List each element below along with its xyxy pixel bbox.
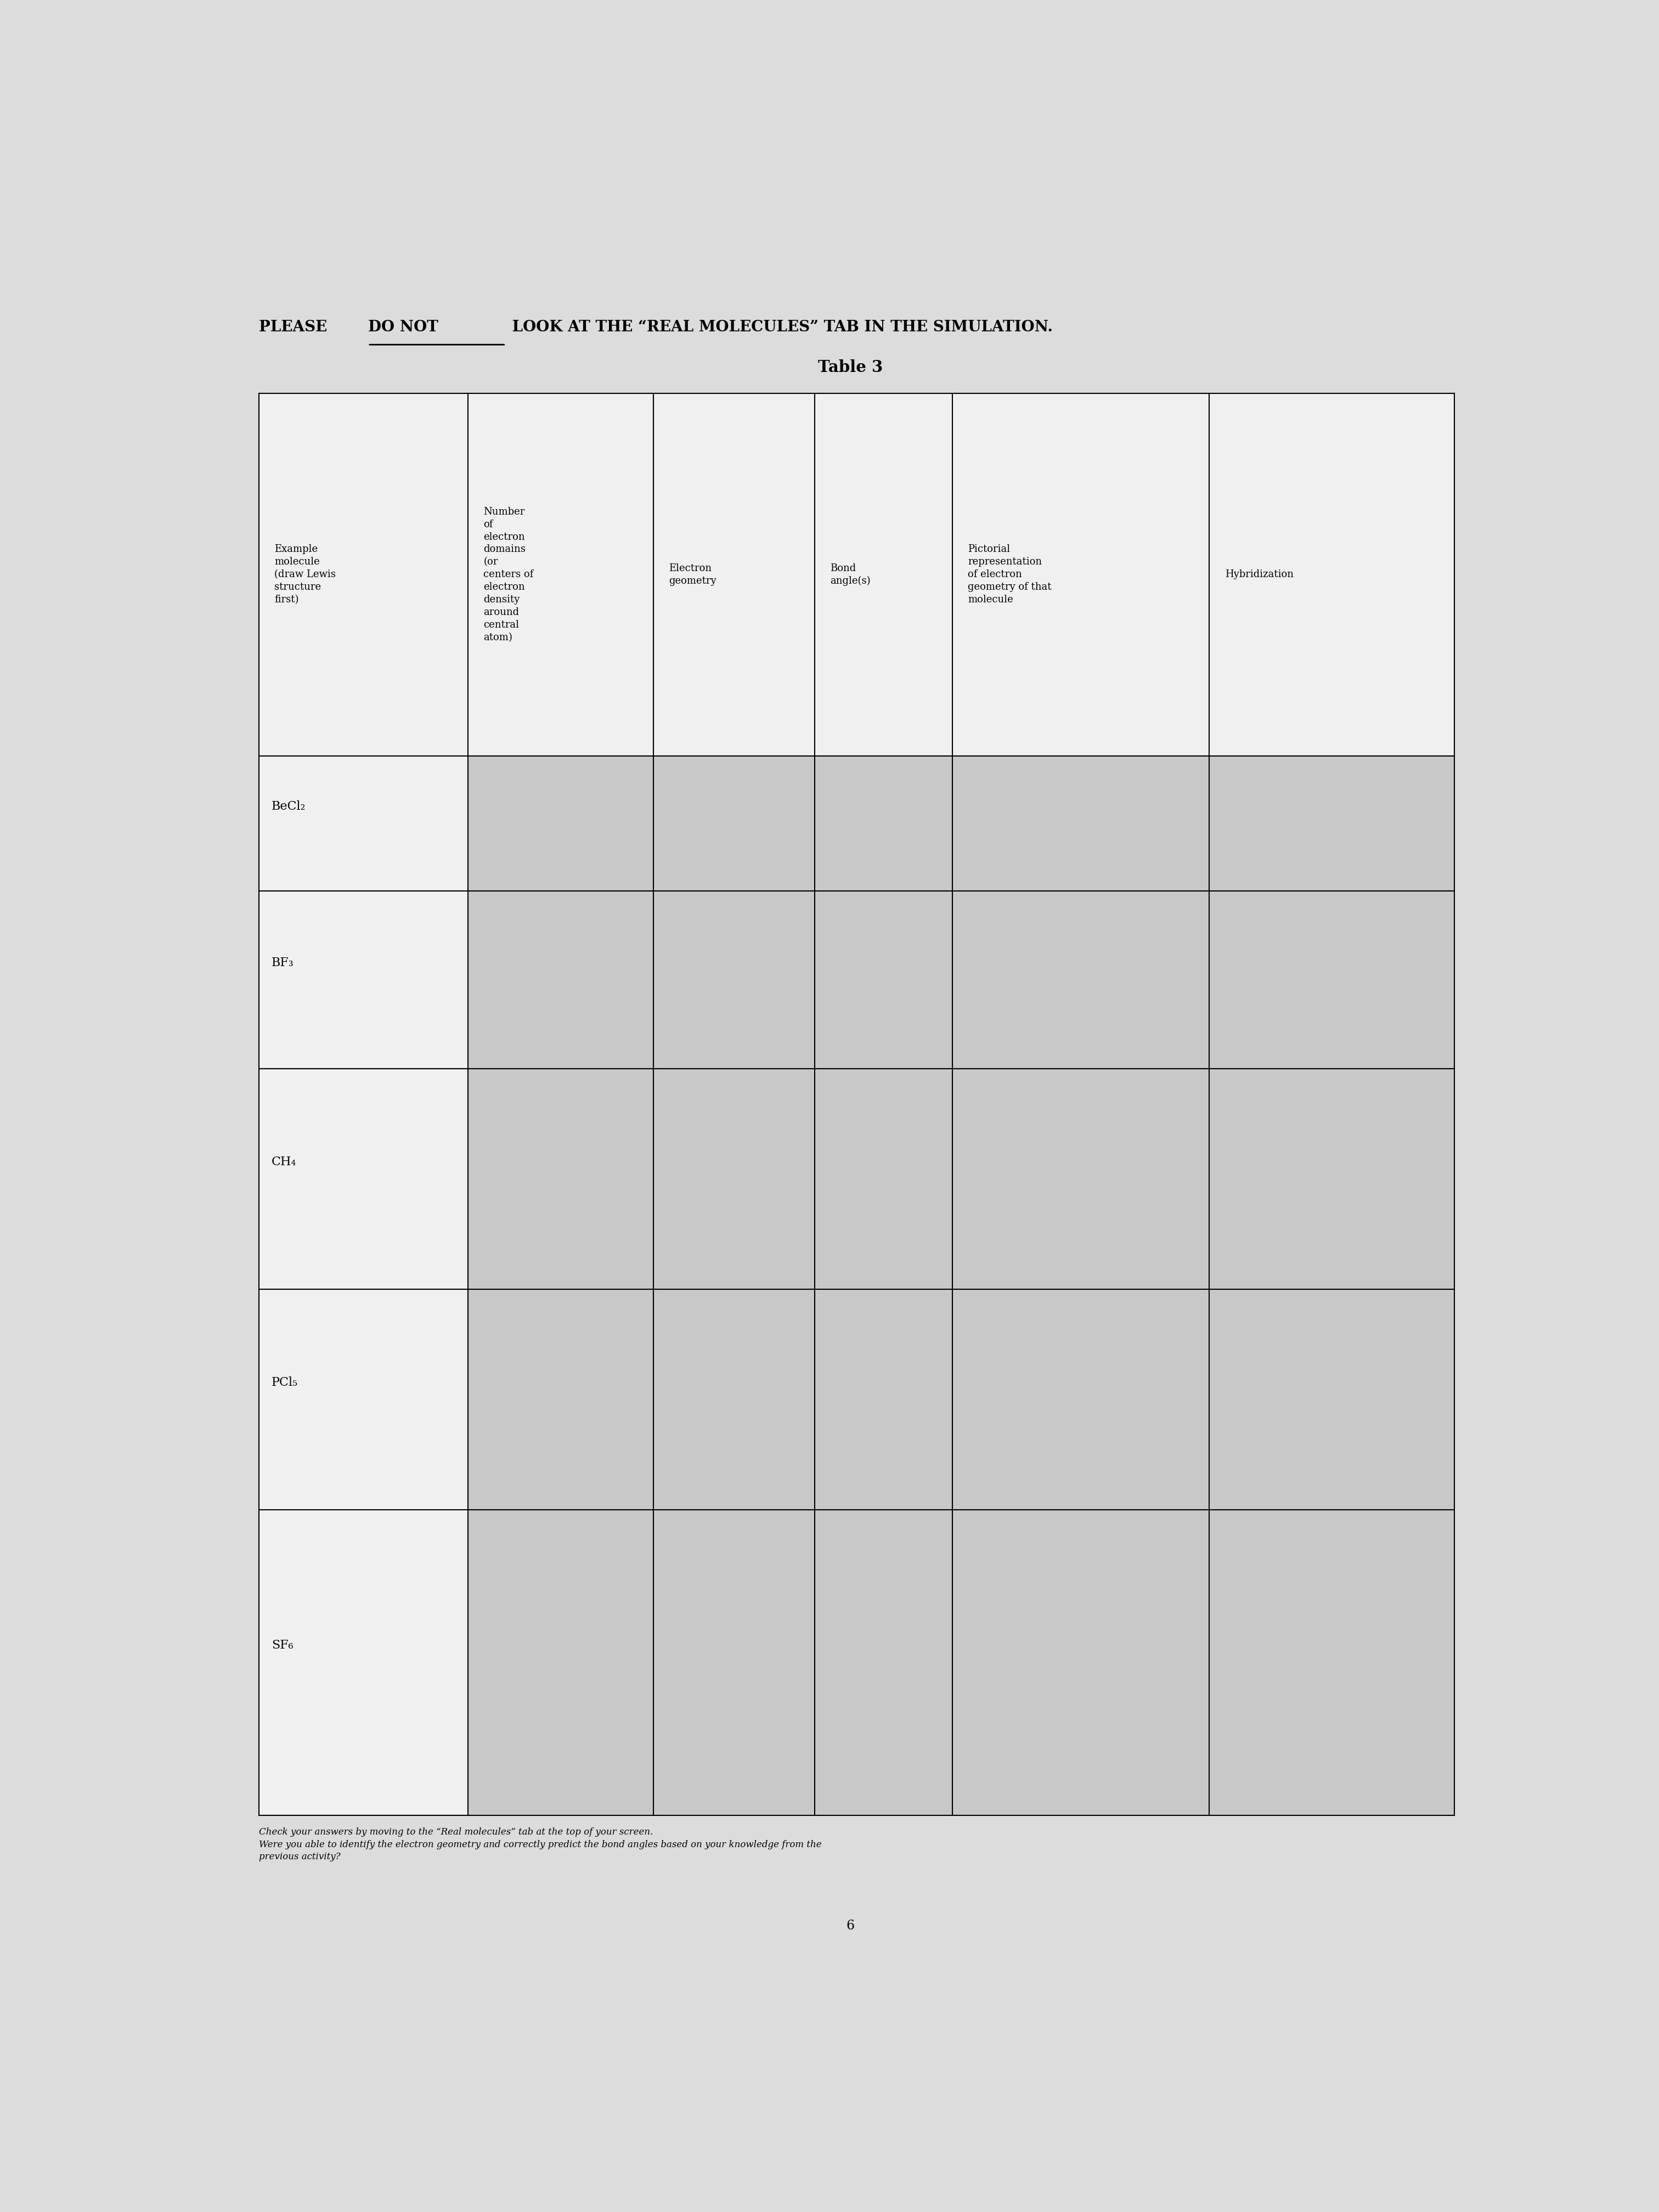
Text: PLEASE: PLEASE [259, 321, 332, 334]
Bar [1209, 1068, 1455, 1290]
Bar [259, 1068, 468, 1290]
Text: BF₃: BF₃ [272, 958, 294, 969]
Text: Electron
geometry: Electron geometry [669, 564, 717, 586]
Bar [815, 394, 952, 757]
Bar [259, 891, 468, 1068]
Bar [1209, 891, 1455, 1068]
Bar [259, 1290, 468, 1509]
Text: Pictorial
representation
of electron
geometry of that
molecule: Pictorial representation of electron geo… [967, 544, 1052, 604]
Bar [952, 1068, 1209, 1290]
Bar [654, 1509, 815, 1816]
Text: Check your answers by moving to the “Real molecules” tab at the top of your scre: Check your answers by moving to the “Rea… [259, 1827, 821, 1863]
Bar [815, 1290, 952, 1509]
Text: CH₄: CH₄ [272, 1157, 297, 1168]
Bar [468, 1068, 654, 1290]
Bar [815, 1068, 952, 1290]
Bar [654, 1068, 815, 1290]
Bar [468, 891, 654, 1068]
Bar [259, 1509, 468, 1816]
Text: SF₆: SF₆ [272, 1639, 294, 1652]
Text: PCl₅: PCl₅ [272, 1376, 299, 1389]
Bar [815, 757, 952, 891]
Text: Bond
angle(s): Bond angle(s) [830, 564, 871, 586]
Text: BeCl₂: BeCl₂ [272, 801, 305, 812]
Text: 6: 6 [846, 1920, 854, 1933]
Bar [654, 757, 815, 891]
Text: Example
molecule
(draw Lewis
structure
first): Example molecule (draw Lewis structure f… [274, 544, 335, 604]
Bar [815, 891, 952, 1068]
Bar [654, 891, 815, 1068]
Bar [654, 394, 815, 757]
Bar [952, 1290, 1209, 1509]
Bar [468, 757, 654, 891]
Bar [1209, 757, 1455, 891]
Text: Number
of
electron
domains
(or
centers of
electron
density
around
central
atom): Number of electron domains (or centers o… [483, 507, 534, 641]
Bar [1209, 394, 1455, 757]
Bar [259, 757, 468, 891]
Bar [259, 394, 468, 757]
Bar [952, 394, 1209, 757]
Text: Hybridization: Hybridization [1224, 568, 1294, 580]
Bar [952, 891, 1209, 1068]
Text: LOOK AT THE “REAL MOLECULES” TAB IN THE SIMULATION.: LOOK AT THE “REAL MOLECULES” TAB IN THE … [508, 321, 1053, 334]
Bar [952, 1509, 1209, 1816]
Text: Table 3: Table 3 [818, 358, 883, 376]
Bar [468, 394, 654, 757]
Bar [1209, 1509, 1455, 1816]
Bar [654, 1290, 815, 1509]
Bar [468, 1290, 654, 1509]
Text: DO NOT: DO NOT [368, 321, 438, 334]
Bar [468, 1509, 654, 1816]
Bar [952, 757, 1209, 891]
Bar [815, 1509, 952, 1816]
Bar [1209, 1290, 1455, 1509]
